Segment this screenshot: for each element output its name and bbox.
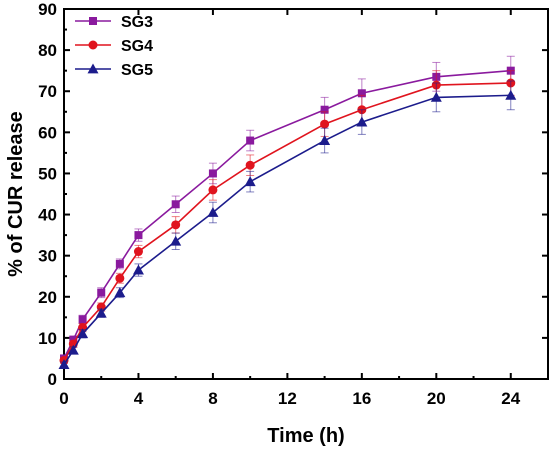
data-point xyxy=(505,89,517,100)
x-tick-label: 4 xyxy=(134,389,144,408)
x-axis-title: Time (h) xyxy=(267,425,344,447)
data-point xyxy=(430,91,442,102)
y-tick-label: 70 xyxy=(38,82,57,101)
data-point xyxy=(245,160,255,170)
y-tick-label: 20 xyxy=(38,288,57,307)
y-tick-label: 30 xyxy=(38,247,57,266)
y-tick-label: 0 xyxy=(48,370,57,389)
series-sg5 xyxy=(58,80,517,370)
data-point xyxy=(171,200,180,209)
legend-item-sg3: SG3 xyxy=(75,14,153,31)
x-tick-label: 12 xyxy=(278,389,297,408)
legend-label: SG5 xyxy=(121,62,153,79)
data-point xyxy=(115,273,125,283)
data-point xyxy=(133,247,143,257)
legend-marker xyxy=(87,63,99,74)
series-sg3 xyxy=(60,55,515,363)
series-layer xyxy=(58,55,517,370)
data-point xyxy=(78,315,87,324)
data-point xyxy=(170,235,182,246)
data-point xyxy=(207,207,219,217)
legend: SG3 SG4 SG5 xyxy=(75,14,153,79)
x-tick-label: 8 xyxy=(208,389,217,408)
data-point xyxy=(95,307,107,318)
axes: 0 4 8 12 16 20 24 0 10 20 30 40 50 60 70 80 90 xyxy=(38,0,549,408)
y-tick-label: 90 xyxy=(38,0,57,19)
data-point xyxy=(319,135,331,145)
legend-label: SG4 xyxy=(121,38,153,55)
data-point xyxy=(134,231,143,240)
legend-marker xyxy=(88,40,98,50)
data-point xyxy=(67,344,79,355)
data-point xyxy=(357,89,366,98)
data-point xyxy=(208,169,217,178)
series-line xyxy=(63,69,511,359)
x-tick-label: 0 xyxy=(59,389,68,408)
legend-marker xyxy=(89,17,97,25)
data-point xyxy=(114,287,126,298)
series-line xyxy=(63,94,511,366)
y-tick-label: 40 xyxy=(38,206,57,225)
data-point xyxy=(171,220,181,230)
legend-item-sg4: SG4 xyxy=(75,38,153,55)
x-tick-label: 20 xyxy=(427,389,446,408)
legend-item-sg5: SG5 xyxy=(75,62,153,79)
data-point xyxy=(115,259,124,268)
data-point xyxy=(208,185,218,195)
data-point xyxy=(320,119,330,129)
y-tick-label: 10 xyxy=(38,329,57,348)
data-point xyxy=(246,136,255,145)
x-tick-label: 24 xyxy=(501,389,520,408)
data-point xyxy=(244,176,256,187)
y-tick-label: 80 xyxy=(38,41,57,60)
data-point xyxy=(58,359,70,370)
y-axis-title: % of CUR release xyxy=(5,111,27,277)
data-point xyxy=(356,116,368,127)
data-point xyxy=(132,264,144,275)
x-tick-label: 16 xyxy=(352,389,371,408)
y-tick-label: 60 xyxy=(38,123,57,142)
legend-label: SG3 xyxy=(121,14,153,31)
data-point xyxy=(97,288,106,297)
y-tick-label: 50 xyxy=(38,164,57,183)
series-sg4 xyxy=(59,70,516,365)
data-point xyxy=(320,105,329,114)
data-point xyxy=(77,328,89,339)
